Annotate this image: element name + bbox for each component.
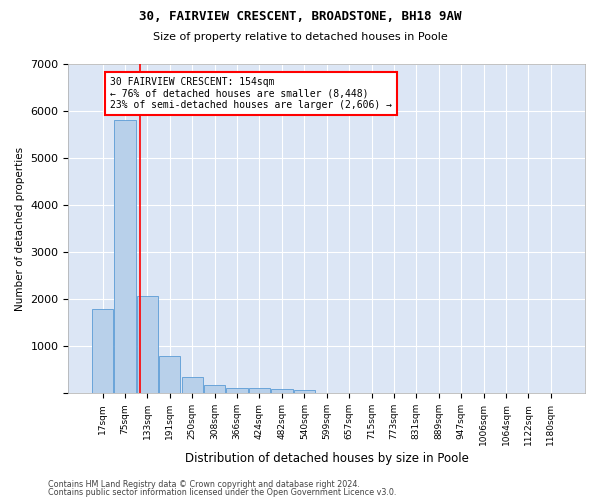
Bar xyxy=(182,377,203,393)
Text: Contains public sector information licensed under the Open Government Licence v3: Contains public sector information licen… xyxy=(48,488,397,497)
Text: 30 FAIRVIEW CRESCENT: 154sqm
← 76% of detached houses are smaller (8,448)
23% of: 30 FAIRVIEW CRESCENT: 154sqm ← 76% of de… xyxy=(110,77,392,110)
Bar xyxy=(293,390,315,393)
Y-axis label: Number of detached properties: Number of detached properties xyxy=(15,146,25,310)
Text: Contains HM Land Registry data © Crown copyright and database right 2024.: Contains HM Land Registry data © Crown c… xyxy=(48,480,360,489)
Bar xyxy=(159,356,181,393)
X-axis label: Distribution of detached houses by size in Poole: Distribution of detached houses by size … xyxy=(185,452,469,465)
Text: Size of property relative to detached houses in Poole: Size of property relative to detached ho… xyxy=(152,32,448,42)
Bar xyxy=(204,384,225,393)
Bar xyxy=(271,389,293,393)
Bar xyxy=(226,388,248,393)
Bar xyxy=(92,310,113,393)
Bar xyxy=(137,296,158,393)
Bar xyxy=(115,120,136,393)
Bar xyxy=(249,388,270,393)
Text: 30, FAIRVIEW CRESCENT, BROADSTONE, BH18 9AW: 30, FAIRVIEW CRESCENT, BROADSTONE, BH18 … xyxy=(139,10,461,23)
